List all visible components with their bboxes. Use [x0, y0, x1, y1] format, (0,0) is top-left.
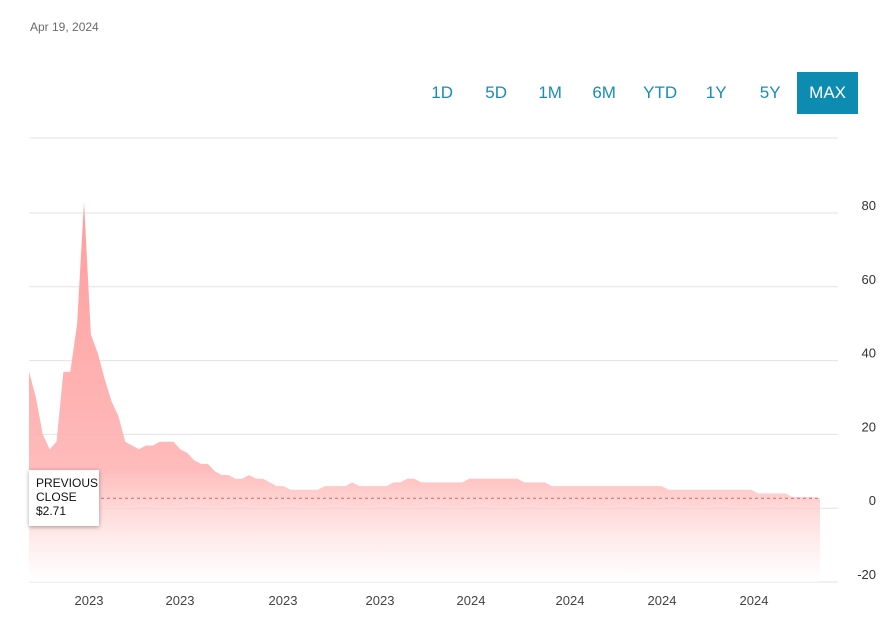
x-tick-label: 2024: [556, 593, 585, 608]
range-button-1d[interactable]: 1D: [431, 83, 454, 102]
x-tick-label: 2023: [366, 593, 395, 608]
range-button-6m[interactable]: 6M: [592, 83, 616, 102]
x-tick-label: 2024: [740, 593, 769, 608]
range-button-ytd[interactable]: YTD: [643, 83, 678, 102]
tooltip-line-3: $2.71: [36, 504, 67, 518]
price-area: [29, 201, 820, 582]
x-tick-label: 2023: [75, 593, 104, 608]
x-tick-label: 2024: [648, 593, 677, 608]
y-tick-label: -20: [857, 567, 876, 582]
previous-close-tooltip: PREVIOUS CLOSE $2.71: [29, 470, 99, 526]
range-button-1y[interactable]: 1Y: [705, 83, 727, 102]
y-tick-label: 60: [862, 272, 876, 287]
y-tick-label: 80: [862, 198, 876, 213]
range-button-1m[interactable]: 1M: [538, 83, 562, 102]
x-tick-label: 2024: [457, 593, 486, 608]
tooltip-line-2: CLOSE: [36, 490, 77, 504]
y-tick-label: 40: [862, 346, 876, 361]
x-tick-label: 2023: [269, 593, 298, 608]
date-label: Apr 19, 2024: [30, 20, 99, 34]
range-button-max[interactable]: MAX: [797, 72, 858, 114]
tooltip-line-1: PREVIOUS: [36, 476, 99, 490]
range-selector: 1D 5D 1M 6M YTD 1Y 5Y MAX: [415, 72, 858, 114]
y-tick-label: 20: [862, 419, 876, 434]
x-tick-label: 2023: [166, 593, 195, 608]
range-button-5d[interactable]: 5D: [485, 83, 508, 102]
range-button-5y[interactable]: 5Y: [759, 83, 781, 102]
y-tick-label: 0: [869, 493, 876, 508]
